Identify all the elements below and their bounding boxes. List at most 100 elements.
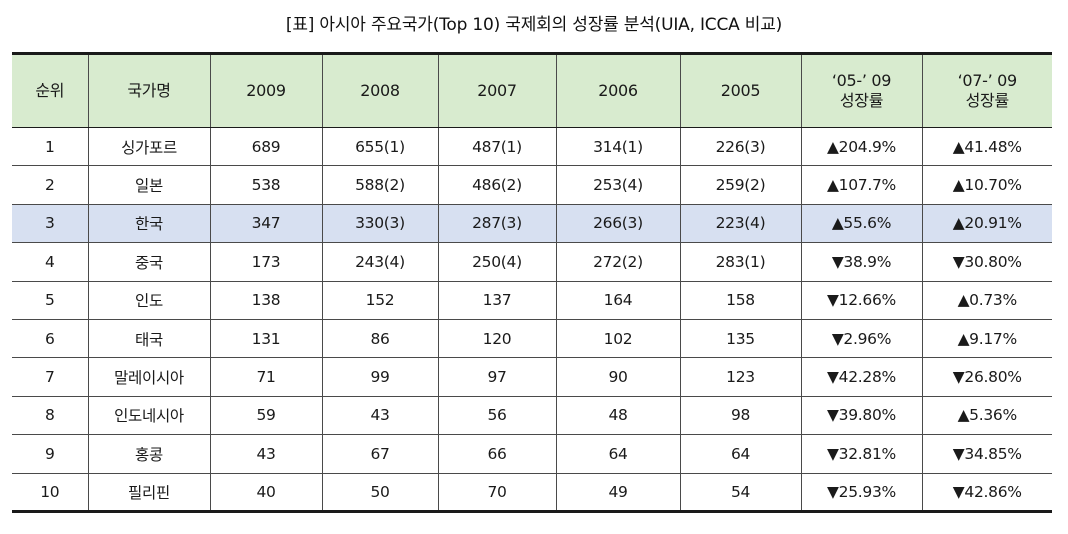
cell-2007: 66 xyxy=(437,434,557,474)
table-row: 9 홍콩 43 67 66 64 64 ▼32.81% ▼34.85% xyxy=(12,434,1052,474)
cell-2006: 253(4) xyxy=(555,165,681,205)
cell-2005: 123 xyxy=(679,357,802,397)
cell-2006: 48 xyxy=(555,396,681,436)
header-growth-07-09-label: 성장률 xyxy=(965,91,1010,110)
cell-growth-07-09: ▲5.36% xyxy=(921,396,1052,436)
cell-2009: 347 xyxy=(209,204,323,244)
cell-rank: 10 xyxy=(12,473,89,513)
header-growth-07-09-period: ‘07-’ 09 xyxy=(957,71,1018,90)
cell-growth-07-09: ▲10.70% xyxy=(921,165,1052,205)
cell-2005: 135 xyxy=(679,319,802,359)
cell-2007: 487(1) xyxy=(437,127,557,167)
cell-country: 홍콩 xyxy=(87,434,211,474)
cell-2009: 40 xyxy=(209,473,323,513)
header-2009: 2009 xyxy=(209,52,323,128)
cell-growth-05-09: ▼38.9% xyxy=(800,242,923,282)
cell-rank: 4 xyxy=(12,242,89,282)
cell-growth-05-09: ▼39.80% xyxy=(800,396,923,436)
cell-growth-05-09: ▲55.6% xyxy=(800,204,923,244)
header-2006: 2006 xyxy=(555,52,681,128)
cell-country: 태국 xyxy=(87,319,211,359)
cell-2005: 226(3) xyxy=(679,127,802,167)
cell-2009: 538 xyxy=(209,165,323,205)
cell-2006: 266(3) xyxy=(555,204,681,244)
header-2007: 2007 xyxy=(437,52,557,128)
cell-growth-05-09: ▼42.28% xyxy=(800,357,923,397)
cell-country: 한국 xyxy=(87,204,211,244)
cell-2007: 250(4) xyxy=(437,242,557,282)
cell-2006: 49 xyxy=(555,473,681,513)
cell-2005: 283(1) xyxy=(679,242,802,282)
cell-country: 싱가포르 xyxy=(87,127,211,167)
table-body: 1 싱가포르 689 655(1) 487(1) 314(1) 226(3) ▲204.9% ▲… xyxy=(12,127,1052,513)
cell-2008: 86 xyxy=(321,319,439,359)
cell-2007: 70 xyxy=(437,473,557,513)
cell-2009: 173 xyxy=(209,242,323,282)
header-growth-05-09-period: ‘05-’ 09 xyxy=(831,71,892,90)
cell-rank: 8 xyxy=(12,396,89,436)
cell-country: 필리핀 xyxy=(87,473,211,513)
cell-country: 인도네시아 xyxy=(87,396,211,436)
cell-2007: 137 xyxy=(437,281,557,320)
cell-2009: 689 xyxy=(209,127,323,167)
cell-2005: 259(2) xyxy=(679,165,802,205)
cell-growth-05-09: ▲204.9% xyxy=(800,127,923,167)
growth-table: 순위 국가명 2009 2008 2007 2006 2005 ‘05-’ 09… xyxy=(12,52,1052,513)
cell-growth-07-09: ▲20.91% xyxy=(921,204,1052,244)
cell-growth-07-09: ▼30.80% xyxy=(921,242,1052,282)
cell-2007: 56 xyxy=(437,396,557,436)
cell-2008: 99 xyxy=(321,357,439,397)
cell-2009: 59 xyxy=(209,396,323,436)
cell-2005: 223(4) xyxy=(679,204,802,244)
cell-2008: 43 xyxy=(321,396,439,436)
cell-growth-05-09: ▼12.66% xyxy=(800,281,923,320)
cell-rank: 2 xyxy=(12,165,89,205)
cell-growth-07-09: ▼26.80% xyxy=(921,357,1052,397)
cell-rank: 9 xyxy=(12,434,89,474)
cell-2009: 43 xyxy=(209,434,323,474)
cell-2007: 120 xyxy=(437,319,557,359)
header-growth-05-09: ‘05-’ 09 성장률 xyxy=(800,52,923,128)
cell-2007: 97 xyxy=(437,357,557,397)
header-2008: 2008 xyxy=(321,52,439,128)
table-row: 4 중국 173 243(4) 250(4) 272(2) 283(1) ▼38.9% ▼30.… xyxy=(12,242,1052,282)
cell-2006: 90 xyxy=(555,357,681,397)
cell-growth-07-09: ▲0.73% xyxy=(921,281,1052,320)
cell-2009: 131 xyxy=(209,319,323,359)
cell-rank: 7 xyxy=(12,357,89,397)
table-row: 3 한국 347 330(3) 287(3) 266(3) 223(4) ▲55.6% ▲20.… xyxy=(12,204,1052,244)
cell-rank: 5 xyxy=(12,281,89,320)
cell-2009: 71 xyxy=(209,357,323,397)
cell-growth-07-09: ▲41.48% xyxy=(921,127,1052,167)
cell-2009: 138 xyxy=(209,281,323,320)
table-row: 5 인도 138 152 137 164 158 ▼12.66% ▲0.73% xyxy=(12,281,1052,320)
cell-country: 중국 xyxy=(87,242,211,282)
cell-growth-05-09: ▼32.81% xyxy=(800,434,923,474)
cell-2006: 164 xyxy=(555,281,681,320)
table-row: 2 일본 538 588(2) 486(2) 253(4) 259(2) ▲107.7% ▲10… xyxy=(12,165,1052,205)
cell-2005: 158 xyxy=(679,281,802,320)
header-row: 순위 국가명 2009 2008 2007 2006 2005 ‘05-’ 09… xyxy=(12,52,1052,128)
table-row: 1 싱가포르 689 655(1) 487(1) 314(1) 226(3) ▲204.9% ▲… xyxy=(12,127,1052,167)
cell-2005: 98 xyxy=(679,396,802,436)
cell-2005: 54 xyxy=(679,473,802,513)
cell-2006: 314(1) xyxy=(555,127,681,167)
cell-growth-05-09: ▲107.7% xyxy=(800,165,923,205)
table-title: [표] 아시아 주요국가(Top 10) 국제회의 성장률 분석(UIA, IC… xyxy=(285,15,783,35)
table-row: 10 필리핀 40 50 70 49 54 ▼25.93% ▼42.86% xyxy=(12,473,1052,513)
cell-2008: 588(2) xyxy=(321,165,439,205)
cell-country: 말레이시아 xyxy=(87,357,211,397)
table-row: 7 말레이시아 71 99 97 90 123 ▼42.28% ▼26.80% xyxy=(12,357,1052,397)
cell-rank: 1 xyxy=(12,127,89,167)
cell-2008: 67 xyxy=(321,434,439,474)
header-growth-05-09-label: 성장률 xyxy=(839,91,884,110)
cell-2007: 287(3) xyxy=(437,204,557,244)
cell-country: 일본 xyxy=(87,165,211,205)
cell-2005: 64 xyxy=(679,434,802,474)
cell-2008: 152 xyxy=(321,281,439,320)
cell-2008: 655(1) xyxy=(321,127,439,167)
cell-2006: 64 xyxy=(555,434,681,474)
cell-2007: 486(2) xyxy=(437,165,557,205)
table-row: 6 태국 131 86 120 102 135 ▼2.96% ▲9.17% xyxy=(12,319,1052,359)
cell-2008: 330(3) xyxy=(321,204,439,244)
